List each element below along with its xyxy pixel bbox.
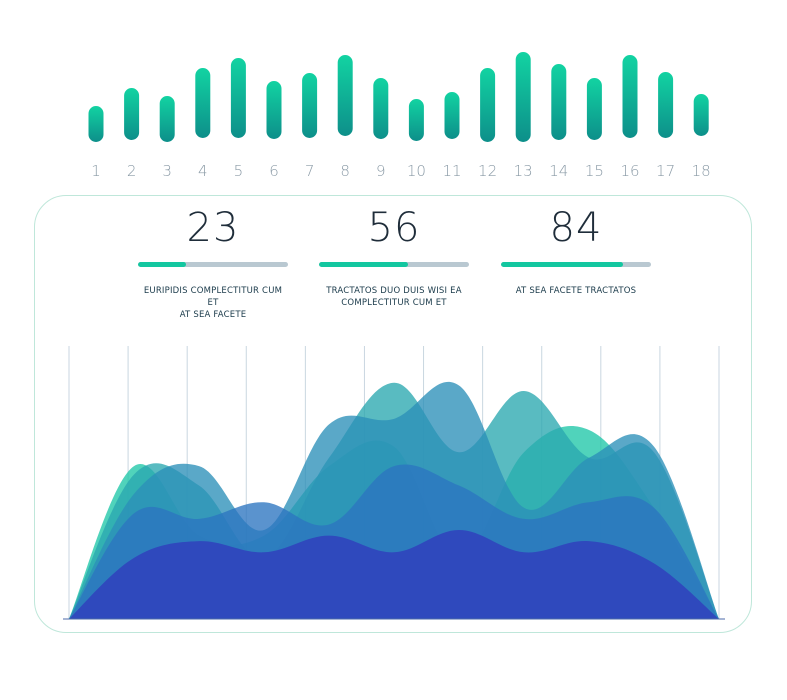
bar — [658, 72, 674, 138]
stat-value: 56 — [367, 205, 421, 251]
x-tick-label: 4 — [198, 162, 208, 180]
x-tick-label: 5 — [234, 162, 244, 180]
bar — [230, 58, 246, 138]
stat-2: 56 TRACTATOS DUO DUIS WISI EA COMPLECTIT… — [319, 196, 469, 309]
x-tick-label: 15 — [585, 162, 604, 180]
x-tick-label: 11 — [442, 162, 461, 180]
caption-line: AT SEA FACETE TRACTATOS — [515, 286, 637, 296]
bar — [266, 81, 282, 139]
area-chart — [63, 346, 725, 620]
bar — [159, 96, 175, 142]
x-tick-label: 8 — [340, 162, 350, 180]
x-tick-label: 16 — [620, 162, 639, 180]
caption-line: EURIPIDIS COMPLECTITUR CUM ET — [143, 286, 283, 308]
x-tick-label: 2 — [127, 162, 137, 180]
bar — [622, 55, 638, 138]
x-tick-label: 9 — [376, 162, 386, 180]
progress-bar — [319, 262, 469, 267]
caption-line: TRACTATOS DUO DUIS WISI EA — [326, 286, 462, 296]
bar — [408, 99, 424, 141]
bar — [515, 52, 531, 142]
x-tick-label: 1 — [91, 162, 101, 180]
caption-line: AT SEA FACETE — [179, 310, 247, 320]
top-bar-chart: 1 2 3 4 5 6 7 8 9 10 11 12 13 14 15 16 17 18 — [88, 52, 711, 180]
dashboard-panel: 23 EURIPIDIS COMPLECTITUR CUM ET AT SEA … — [34, 195, 752, 633]
progress-fill — [138, 262, 186, 267]
caption-line: COMPLECTITUR CUM ET — [341, 298, 447, 308]
x-tick-label: 7 — [305, 162, 315, 180]
bar — [124, 88, 140, 140]
bar — [480, 68, 496, 142]
stat-caption: TRACTATOS DUO DUIS WISI EA COMPLECTITUR … — [319, 285, 469, 309]
bar — [337, 55, 353, 136]
bar — [693, 94, 709, 136]
bar — [373, 78, 389, 139]
progress-bar — [501, 262, 651, 267]
bar — [302, 73, 318, 138]
bar — [586, 78, 602, 140]
bar — [444, 92, 460, 139]
progress-bar — [138, 262, 288, 267]
stat-caption: EURIPIDIS COMPLECTITUR CUM ET AT SEA FAC… — [138, 285, 288, 321]
stat-3: 84 AT SEA FACETE TRACTATOS — [501, 196, 651, 297]
x-tick-label: 13 — [514, 162, 533, 180]
x-tick-label: 10 — [407, 162, 426, 180]
bar — [551, 64, 567, 140]
x-tick-label: 6 — [269, 162, 279, 180]
progress-fill — [501, 262, 623, 267]
area-series — [69, 530, 719, 619]
stat-1: 23 EURIPIDIS COMPLECTITUR CUM ET AT SEA … — [138, 196, 288, 321]
stat-value: 23 — [186, 205, 240, 251]
x-tick-label: 3 — [162, 162, 172, 180]
bar — [88, 106, 104, 142]
x-tick-label: 17 — [656, 162, 675, 180]
x-tick-label: 12 — [478, 162, 497, 180]
x-tick-label: 14 — [549, 162, 568, 180]
progress-fill — [319, 262, 408, 267]
bar — [195, 68, 211, 138]
stat-caption: AT SEA FACETE TRACTATOS — [501, 285, 651, 297]
x-tick-label: 18 — [692, 162, 711, 180]
stat-value: 84 — [549, 205, 603, 251]
